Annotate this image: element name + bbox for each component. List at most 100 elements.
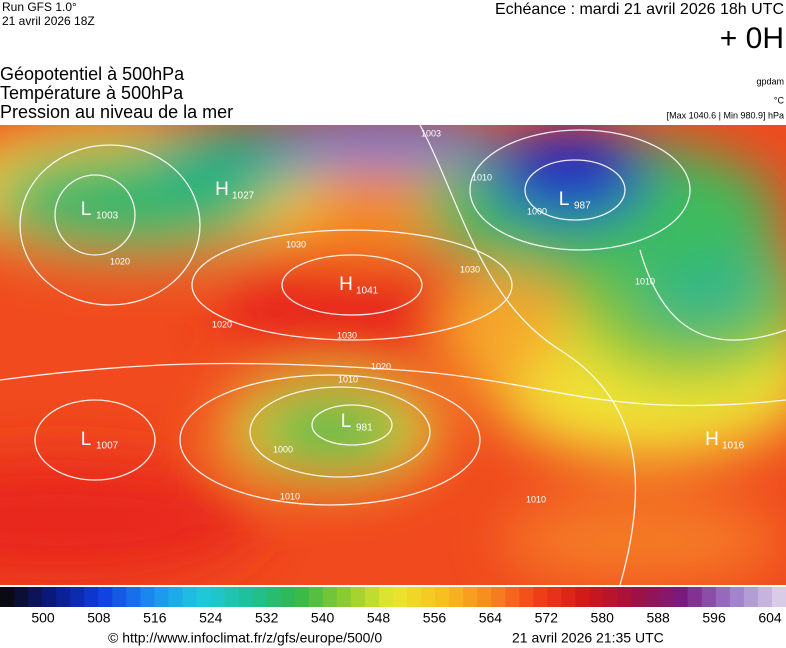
colorbar-swatch xyxy=(547,587,562,607)
title: Pression au niveau de la mer xyxy=(0,102,233,122)
colorbar-swatch xyxy=(140,587,155,607)
isobar-label: 1020 xyxy=(371,361,391,371)
lead-time: + 0H xyxy=(720,22,784,55)
pressure-center-type: L xyxy=(81,199,92,220)
colorbar-swatch xyxy=(112,587,127,607)
isobar xyxy=(0,362,786,407)
temperature-field xyxy=(0,125,786,580)
colorbar-swatch xyxy=(98,587,113,607)
isobar xyxy=(19,144,201,306)
isobar xyxy=(179,374,481,506)
colorbar-swatch xyxy=(42,587,57,607)
colorbar-swatch xyxy=(617,587,633,607)
colorbar-label: 524 xyxy=(199,610,223,626)
isobar xyxy=(469,129,691,251)
colorbar-swatch xyxy=(14,587,29,607)
colorbar-label: 604 xyxy=(758,610,782,626)
colorbar-swatch xyxy=(393,587,408,607)
colorbar-label: 540 xyxy=(311,610,335,626)
colorbar-swatch xyxy=(771,587,786,607)
colorbar-label: 516 xyxy=(143,610,167,626)
colorbar-swatch xyxy=(407,587,422,607)
isobar-label: 1010 xyxy=(472,172,492,182)
colorbar-swatch xyxy=(168,587,183,607)
colorbar-swatch xyxy=(589,587,605,607)
colorbar-swatch xyxy=(603,587,619,607)
isobar xyxy=(524,159,626,221)
pressure-center-type: H xyxy=(705,429,719,450)
colorbar-label: 508 xyxy=(87,610,111,626)
isobar-label: 1030 xyxy=(460,264,480,274)
colorbar-swatch xyxy=(449,587,464,607)
isobar xyxy=(249,386,431,478)
isobar-label: 1030 xyxy=(286,239,306,249)
colorbar-swatch xyxy=(238,587,254,607)
isobar-label: 1010 xyxy=(280,491,300,501)
colorbar-swatch xyxy=(757,587,773,607)
extremes-label: [Max 1040.6 | Min 980.9] hPa xyxy=(667,110,784,120)
colorbar-swatch xyxy=(378,587,394,607)
colorbar-swatch xyxy=(294,587,310,607)
colorbar-swatch xyxy=(280,587,296,607)
run-label: Run GFS 1.0° xyxy=(2,0,77,14)
colorbar-swatch xyxy=(224,587,240,607)
timestamp: 21 avril 2026 21:35 UTC xyxy=(512,630,664,646)
colorbar-label: 596 xyxy=(702,610,726,626)
colorbar-label: 572 xyxy=(535,610,559,626)
isobar xyxy=(311,404,393,446)
colorbar-swatch xyxy=(701,587,717,607)
colorbar-swatch xyxy=(491,587,506,607)
colorbar-swatch xyxy=(575,587,590,607)
pressure-center-value: 981 xyxy=(356,423,373,434)
isobar-label: 1000 xyxy=(527,206,547,216)
isobars xyxy=(0,125,786,585)
colorbar-swatch xyxy=(659,587,675,607)
colorbar-swatch xyxy=(70,587,85,607)
pressure-center-value: 1027 xyxy=(232,191,255,202)
title: Géopotentiel à 500hPa xyxy=(0,64,185,84)
title: Température à 500hPa xyxy=(0,83,184,103)
pressure-center-value: 1041 xyxy=(356,286,379,297)
pressure-center-type: L xyxy=(81,429,92,450)
pressure-center-value: 987 xyxy=(574,201,591,212)
colorbar-swatch xyxy=(126,587,141,607)
colorbar-swatch xyxy=(182,587,197,607)
isobar-label: 1030 xyxy=(337,330,357,340)
colorbar-label: 564 xyxy=(479,610,503,626)
colorbar-swatch xyxy=(266,587,282,607)
isobar xyxy=(639,249,786,341)
colorbar-swatch xyxy=(336,587,352,607)
colorbar-swatch xyxy=(631,587,647,607)
unit-label: °C xyxy=(774,95,785,105)
pressure-center-value: 1007 xyxy=(96,441,119,452)
colorbar-swatch xyxy=(154,587,169,607)
isobar-label: 1020 xyxy=(110,256,130,266)
isobar xyxy=(419,125,637,585)
colorbar-swatch xyxy=(56,587,71,607)
isobar xyxy=(34,399,156,481)
colorbar-swatch xyxy=(196,587,212,607)
colorbar-swatch xyxy=(715,587,731,607)
colorbar-label: 580 xyxy=(591,610,615,626)
colorbar-label: 588 xyxy=(646,610,670,626)
pressure-center-value: 1003 xyxy=(96,211,119,222)
pressure-center-value: 1016 xyxy=(722,441,745,452)
source-url: © http://www.infoclimat.fr/z/gfs/europe/… xyxy=(108,630,382,646)
colorbar-swatch xyxy=(252,587,268,607)
colorbar-swatch xyxy=(505,587,520,607)
colorbar-label: 548 xyxy=(367,610,391,626)
pressure-center-type: L xyxy=(559,189,570,210)
colorbar-swatch xyxy=(729,587,745,607)
colorbar-swatch xyxy=(743,587,759,607)
colorbar-swatch xyxy=(435,587,450,607)
colorbar-label: 500 xyxy=(31,610,55,626)
colorbar: 500 508 516 524 532 540 548 556 564 572 580 588 596 6… xyxy=(0,587,786,626)
colorbar-swatch xyxy=(364,587,380,607)
colorbar-swatch xyxy=(463,587,478,607)
colorbar-swatch xyxy=(533,587,548,607)
isobar-label: 1010 xyxy=(338,374,358,384)
isobar xyxy=(191,229,513,341)
